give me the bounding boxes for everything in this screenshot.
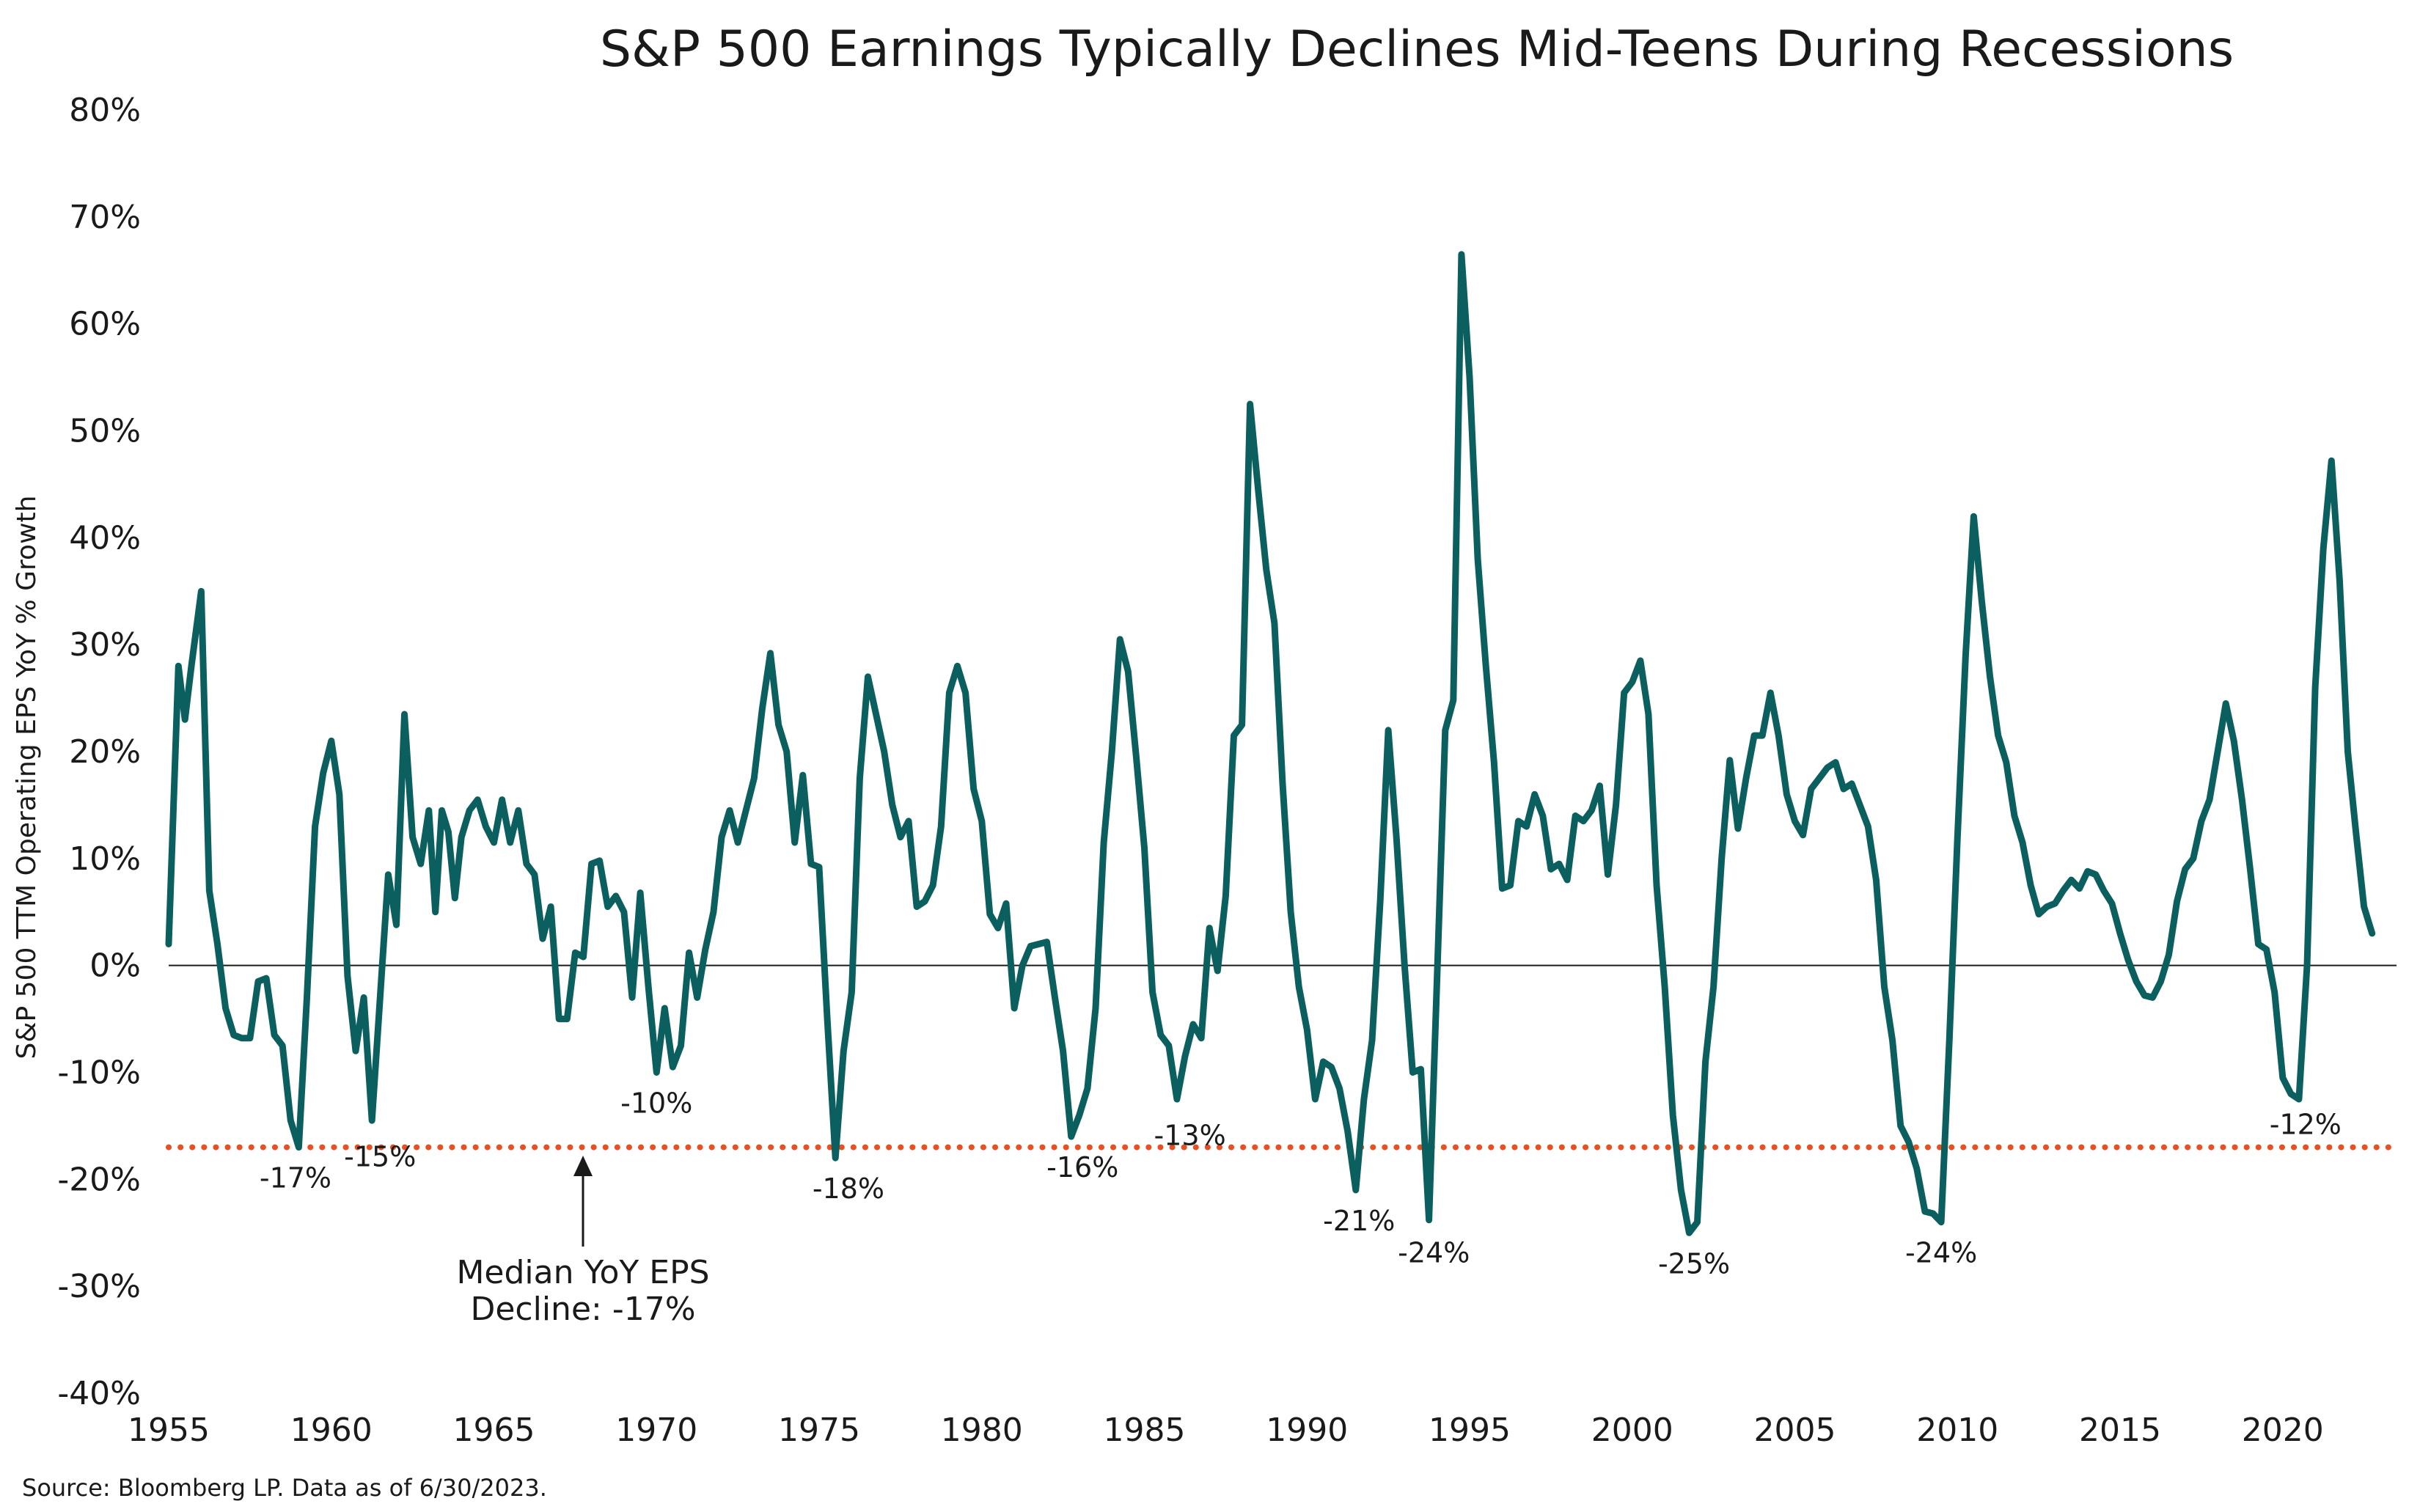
y-tick-label: 20% bbox=[69, 733, 141, 771]
x-tick-label: 1990 bbox=[1266, 1412, 1348, 1449]
decline-annotation: -12% bbox=[2270, 1109, 2342, 1141]
decline-annotation: -25% bbox=[1658, 1247, 1730, 1280]
x-tick-label: 1980 bbox=[941, 1412, 1023, 1449]
y-tick-label: 80% bbox=[69, 92, 141, 129]
x-tick-label: 2005 bbox=[1754, 1412, 1836, 1449]
y-tick-label: 40% bbox=[69, 519, 141, 557]
recession-decline-labels: -17%-15%-10%-18%-16%-13%-21%-24% -25% -24%… bbox=[260, 1087, 2342, 1280]
x-tick-label: 2015 bbox=[2079, 1412, 2161, 1449]
median-label-line1: Median YoY EPS bbox=[456, 1254, 709, 1291]
x-tick-label: 1965 bbox=[453, 1412, 535, 1449]
y-axis-label: S&P 500 TTM Operating EPS YoY % Growth bbox=[12, 496, 42, 1060]
y-tick-label: -10% bbox=[57, 1054, 141, 1092]
y-tick-label: 70% bbox=[69, 199, 141, 236]
y-tick-label: -40% bbox=[57, 1375, 141, 1412]
decline-annotation: -16% bbox=[1046, 1151, 1118, 1183]
x-tick-label: 1970 bbox=[615, 1412, 697, 1449]
median-arrow-head bbox=[573, 1156, 593, 1176]
x-tick-label: 1975 bbox=[778, 1412, 860, 1449]
chart-title: S&P 500 Earnings Typically Declines Mid-… bbox=[600, 21, 2234, 78]
x-tick-label: 2020 bbox=[2242, 1412, 2324, 1449]
source-note: Source: Bloomberg LP. Data as of 6/30/20… bbox=[22, 1474, 547, 1502]
eps-growth-line bbox=[165, 251, 2376, 1236]
x-tick-label: 1995 bbox=[1429, 1412, 1511, 1449]
x-tick-label: 1960 bbox=[290, 1412, 373, 1449]
decline-annotation: -21% bbox=[1323, 1205, 1395, 1237]
x-tick-label: 2010 bbox=[1916, 1412, 1998, 1449]
decline-annotation: -24% bbox=[1398, 1237, 1470, 1269]
decline-annotation: -17% bbox=[260, 1162, 331, 1194]
decline-annotation: -24% bbox=[1905, 1237, 1977, 1269]
y-axis-ticks: -40% -30% -20% -10% 0% 10% 20% 30% 40% 50% 60% 70% 8… bbox=[57, 92, 141, 1412]
y-tick-label: 30% bbox=[69, 626, 141, 664]
y-tick-label: -20% bbox=[57, 1161, 141, 1198]
y-tick-label: 10% bbox=[69, 840, 141, 878]
decline-annotation: -15% bbox=[344, 1140, 416, 1172]
decline-annotation: -10% bbox=[620, 1087, 692, 1120]
y-tick-label: 60% bbox=[69, 306, 141, 343]
decline-annotation: -18% bbox=[813, 1172, 884, 1205]
median-label-line2: Decline: -17% bbox=[470, 1291, 695, 1328]
median-callout: Median YoY EPS Decline: -17% bbox=[456, 1156, 710, 1328]
y-tick-label: 50% bbox=[69, 413, 141, 450]
decline-annotation: -13% bbox=[1154, 1119, 1226, 1151]
x-tick-label: 1985 bbox=[1104, 1412, 1186, 1449]
x-tick-label: 1955 bbox=[128, 1412, 210, 1449]
x-tick-label: 2000 bbox=[1591, 1412, 1673, 1449]
y-tick-label: 0% bbox=[89, 947, 141, 985]
y-tick-label: -30% bbox=[57, 1268, 141, 1305]
x-axis-ticks: 1955 1960 1965 1970 1975 1980 1985 1990 1995 2000… bbox=[128, 1412, 2324, 1449]
